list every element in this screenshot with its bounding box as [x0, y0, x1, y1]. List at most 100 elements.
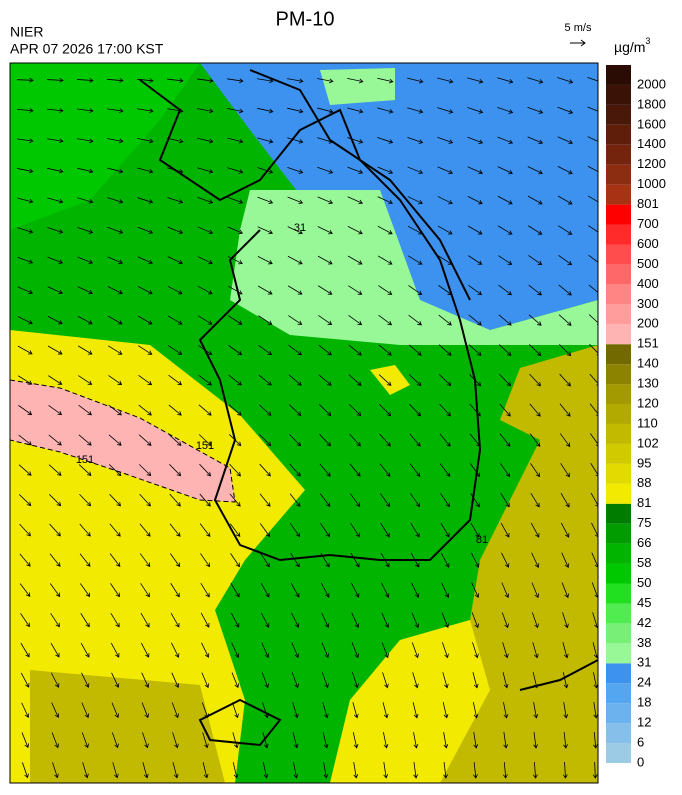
- wind-scale-arrow: [570, 39, 586, 47]
- wind-arrow: [437, 136, 454, 144]
- wind-arrow: [197, 196, 214, 204]
- field: [10, 379, 236, 503]
- wind-arrow: [109, 493, 122, 507]
- wind-arrow: [407, 136, 424, 144]
- wind-arrow: [527, 136, 544, 145]
- wind-arrow: [440, 552, 450, 568]
- wind-arrow: [407, 255, 423, 265]
- wind-arrow: [588, 284, 598, 296]
- wind-arrow: [558, 314, 572, 326]
- wind-arrow: [227, 108, 244, 114]
- wind-arrow: [380, 552, 390, 568]
- wind-arrow: [528, 344, 542, 357]
- wind-arrow: [198, 374, 212, 386]
- wind-arrow: [467, 195, 483, 205]
- wind-scale-label: 5 m/s: [565, 22, 592, 34]
- colorbar-label: 1400: [637, 136, 666, 151]
- wind-arrow: [320, 523, 330, 538]
- wind-arrow: [528, 284, 542, 296]
- wind-arrow: [20, 672, 30, 688]
- wind-arrow: [140, 583, 150, 598]
- wind-arrow: [167, 137, 184, 144]
- wind-arrow: [108, 404, 122, 416]
- wind-arrow: [498, 344, 512, 356]
- colorbar-box: [606, 304, 631, 325]
- wind-arrow: [348, 374, 362, 386]
- wind-arrow: [503, 702, 509, 719]
- wind-arrow: [532, 672, 539, 689]
- wind-arrow: [562, 612, 569, 629]
- wind-arrow: [317, 78, 334, 84]
- wind-arrow: [77, 138, 94, 144]
- wind-arrow: [410, 522, 420, 538]
- wind-arrow: [560, 492, 570, 508]
- wind-arrow: [77, 315, 93, 325]
- wind-arrow: [287, 196, 304, 205]
- field: [10, 63, 200, 230]
- wind-arrow: [77, 167, 94, 174]
- wind-arrow: [499, 403, 511, 417]
- wind-arrow: [528, 314, 542, 326]
- wind-arrow: [47, 227, 64, 234]
- contour-label: 151: [76, 454, 94, 466]
- wind-arrow: [77, 256, 94, 265]
- wind-arrow: [321, 672, 329, 689]
- wind-arrow: [229, 493, 241, 507]
- wind-arrow: [381, 612, 390, 629]
- wind-arrow: [287, 255, 303, 265]
- wind-arrow: [288, 344, 303, 356]
- wind-arrow: [259, 463, 271, 477]
- colorbar-label: 1800: [637, 96, 666, 111]
- wind-arrow: [379, 433, 391, 447]
- colorbar-box: [606, 543, 631, 564]
- coastline: [139, 69, 598, 747]
- wind-arrow: [527, 225, 543, 235]
- unit-superscript: 3: [645, 36, 650, 46]
- wind-arrow: [562, 672, 569, 689]
- colorbar-box: [606, 84, 631, 105]
- wind-arrow: [107, 256, 124, 265]
- wind-arrow: [81, 732, 89, 749]
- wind-arrow: [407, 196, 423, 205]
- wind-arrow: [77, 227, 94, 234]
- wind-arrow: [258, 374, 272, 386]
- wind-arrow: [557, 106, 574, 114]
- wind-arrow: [167, 315, 183, 325]
- wind-arrow: [322, 732, 329, 749]
- colorbar-box: [606, 443, 631, 464]
- colorbar-label: 58: [637, 555, 651, 570]
- colorbar-label: 700: [637, 216, 659, 231]
- wind-arrow: [438, 344, 452, 356]
- wind-arrow: [411, 642, 419, 659]
- colorbar-label: 120: [637, 395, 659, 410]
- wind-arrow: [591, 552, 598, 568]
- colorbar-box: [606, 603, 631, 624]
- wind-arrow: [528, 255, 543, 266]
- wind-arrow: [351, 642, 359, 659]
- wind-arrow: [348, 315, 363, 326]
- wind-arrow: [287, 167, 304, 174]
- wind-arrow: [262, 702, 269, 719]
- wind-arrow: [262, 732, 269, 749]
- wind-arrow: [467, 107, 484, 114]
- wind-arrow: [349, 433, 361, 447]
- wind-arrow: [533, 732, 538, 749]
- wind-arrow: [170, 612, 180, 628]
- wind-arrow: [77, 345, 93, 355]
- wind-arrow: [138, 375, 153, 386]
- wind-arrow: [17, 316, 33, 325]
- wind-arrow: [78, 375, 93, 385]
- wind-arrow: [107, 108, 124, 114]
- wind-arrow: [437, 107, 454, 114]
- wind-arrow: [560, 463, 570, 478]
- wind-arrow: [232, 702, 239, 719]
- wind-arrow: [442, 642, 449, 659]
- wind-arrow: [378, 374, 392, 386]
- wind-arrow: [350, 552, 360, 568]
- colorbar-label: 400: [637, 276, 659, 291]
- wind-arrow: [470, 493, 480, 508]
- wind-arrow: [170, 583, 180, 598]
- field: [370, 365, 410, 395]
- wind-arrow: [592, 761, 598, 779]
- wind-arrow: [588, 225, 598, 235]
